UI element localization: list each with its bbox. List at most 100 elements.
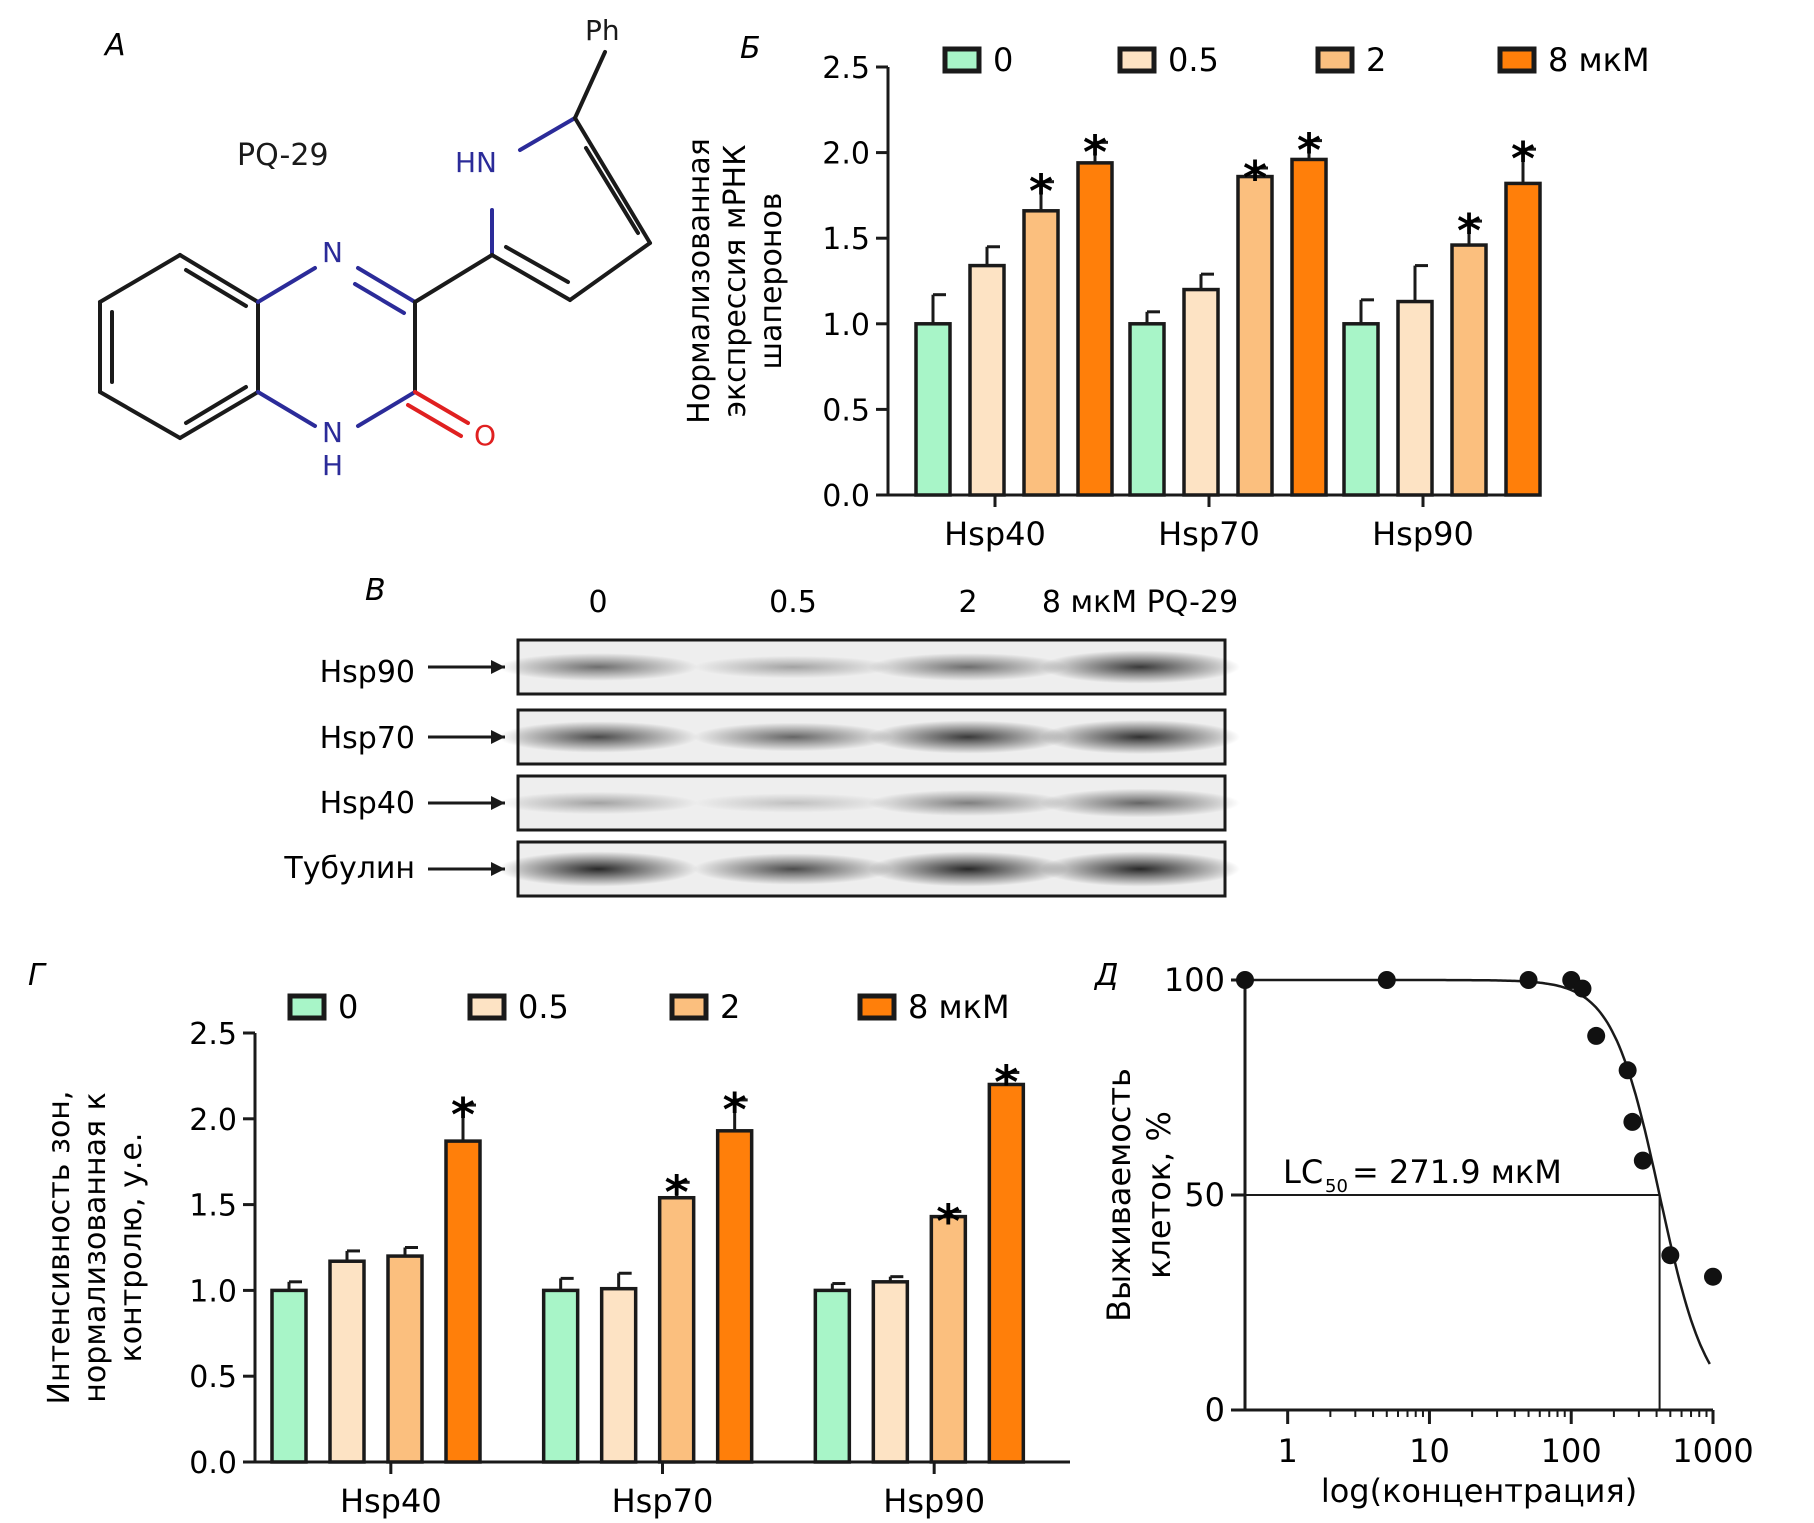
significance-mark: * [1083,125,1107,179]
panel-letter-g: Г [28,958,47,993]
western-blot: 0 0.5 2 8 мкМ PQ-29 Hsp90 Hsp70 Hsp40 Ту… [283,585,1240,898]
legend-label: 8 мкМ [908,988,1010,1026]
blot-band [498,851,698,887]
arrow-head-icon [491,730,505,744]
bond-double [584,146,640,235]
y-tick-label: 0.5 [189,1360,237,1395]
significance-mark: * [936,1194,960,1248]
y-axis-label-line: Интенсивность зон, [42,1091,77,1405]
y-tick-label: 2.5 [822,51,870,86]
blot-band [693,793,893,813]
blot-header-lane-1: 0 [588,585,607,620]
blot-band [868,653,1068,681]
legend-label: 2 [720,988,740,1026]
x-tick-label: 100 [1541,1432,1602,1470]
fit-curve [1245,978,1711,1365]
bond [568,241,652,302]
blot-band [693,722,893,752]
data-point [1377,971,1396,989]
y-axis-label-line: нормализованная к [78,1092,113,1402]
x-tick-label: Hsp90 [1372,515,1474,553]
bond [256,266,317,304]
y-tick-label: 0 [1205,1391,1225,1429]
bond [356,390,417,428]
bar [541,1288,580,1464]
bar [1396,299,1434,497]
x-tick-label: Hsp40 [944,515,1046,553]
blot-row-label-tubulin: Тубулин [283,851,415,886]
y-tick-label: 2.5 [189,1017,237,1052]
blot-row-label-hsp40: Hsp40 [320,786,415,821]
bond [573,116,652,245]
legend-label: 0 [993,41,1013,79]
atom-o: O [474,419,496,452]
y-axis-label-line: Выживаемость [1100,1068,1138,1322]
blot-band [498,653,698,681]
y-axis-label: Выживаемость клеток, % [1100,1068,1178,1322]
significance-mark: * [1457,204,1481,258]
molecule-name: PQ-29 [237,138,329,173]
significance-mark: * [1029,165,1053,219]
significance-mark: * [723,1083,747,1137]
data-point [1519,971,1538,989]
blot-strips [428,638,1240,898]
bar [715,1129,754,1464]
arrow-head-icon [491,660,505,674]
bond-double [184,385,248,425]
blot-band [868,720,1068,754]
atom-ph: Ph [585,14,620,47]
bar [386,1254,424,1464]
bar [270,1288,308,1464]
bar [1022,209,1060,497]
data-point [1618,1061,1637,1080]
blot-band [693,655,893,679]
blot-band [498,721,698,753]
blot-band [1040,650,1240,684]
significance-mark: * [1297,124,1321,178]
x-tick-label: Hsp70 [612,1482,714,1520]
y-tick-label: 2.0 [822,137,870,172]
panel-letter-b: Б [740,31,761,66]
blot-header-lane-2: 0.5 [769,585,817,620]
bar [328,1259,366,1464]
bar [929,1214,968,1464]
significance-mark: * [994,1055,1018,1109]
x-axis-label: log(концентрация) [1321,1472,1637,1510]
bar [444,1139,482,1464]
blot-band [868,789,1068,817]
blot-band [868,851,1068,887]
legend-swatch [1315,46,1355,74]
bar [1450,243,1488,497]
atom-nh-h: H [322,449,343,482]
panel-letter-a: А [103,28,126,63]
legend-swatch [942,46,982,74]
x-tick-label: Hsp90 [883,1482,985,1520]
legend-swatch [669,993,709,1021]
y-tick-label: 2.0 [189,1103,237,1138]
bar [1076,161,1114,497]
panel-letter-d: Д [1093,958,1118,993]
panel-letter-v: В [365,573,386,608]
bond [178,390,260,440]
blot-band [1040,851,1240,887]
significance-mark: * [665,1165,689,1219]
y-axis-label-line: Нормализованная [682,138,717,424]
data-point [1573,979,1592,998]
bar [914,322,952,497]
chart-b-mrna-expression: 0 0.5 2 8 мкМ 0.0 0.5 1.0 1.5 2.0 2.5 Нормализован… [682,41,1650,553]
bond-double [184,268,248,308]
lc50-annotation-prefix: LC [1283,1153,1323,1191]
significance-mark: * [1511,132,1535,186]
x-tick-label: 1000 [1672,1432,1753,1470]
bar [1342,322,1380,497]
bar [813,1288,852,1464]
bond [413,253,494,304]
blot-row-label-hsp70: Hsp70 [320,721,415,756]
blot-header-lane-3: 2 [958,585,977,620]
blot-band [498,791,698,815]
y-tick-label: 0.0 [189,1446,237,1481]
x-tick-label: 1 [1277,1432,1297,1470]
y-tick-label: 1.0 [189,1274,237,1309]
molecule-structure [98,50,652,440]
